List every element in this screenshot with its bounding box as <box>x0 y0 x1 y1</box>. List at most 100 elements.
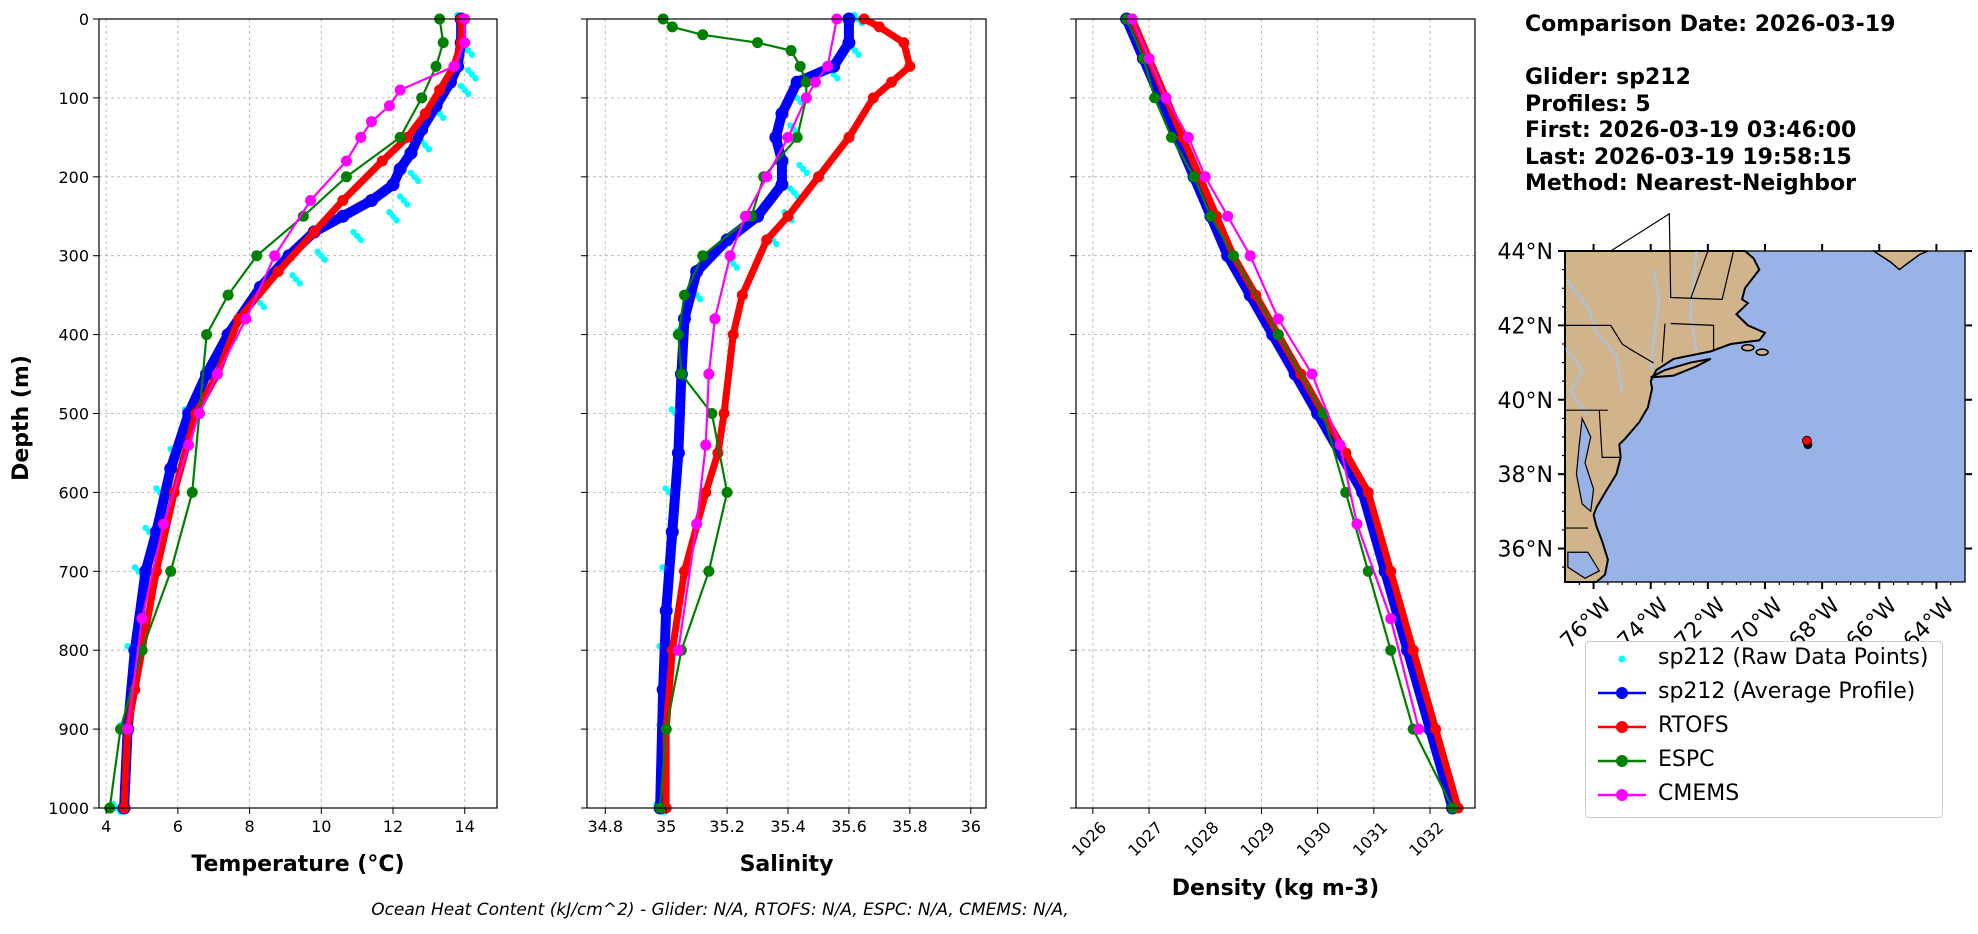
series-point-cmems <box>1182 131 1194 143</box>
raw-data-point <box>697 295 704 303</box>
series-point-espc <box>186 486 198 498</box>
location-map: 44°N42°N40°N38°N36°N76°W74°W72°W70°W68°W… <box>1498 212 1972 654</box>
map-state-border <box>1690 250 1709 299</box>
series-point-espc <box>678 289 690 301</box>
series-point-cmems <box>703 368 715 380</box>
x-tick-label: 1027 <box>1124 818 1166 860</box>
series-point-rtofs <box>1385 565 1397 577</box>
x-tick-label: 14 <box>455 817 475 836</box>
raw-data-point <box>468 51 476 58</box>
series-point-rtofs <box>376 155 388 167</box>
series-point-avg <box>393 162 407 176</box>
info-block: Comparison Date: 2026-03-19 Glider: sp21… <box>1525 12 1895 198</box>
series-point-cmems <box>782 131 794 143</box>
series-point-cmems <box>448 60 460 72</box>
series-point-rtofs <box>843 131 855 143</box>
legend-label-raw: sp212 (Raw Data Points) <box>1658 645 1929 670</box>
series-point-espc <box>251 250 263 262</box>
map-lat-label: 40°N <box>1498 389 1553 414</box>
y-tick-label: 100 <box>58 89 89 108</box>
last-time: Last: 2026-03-19 19:58:15 <box>1525 144 1852 170</box>
x-tick-label: 4 <box>101 817 111 836</box>
raw-data-point <box>440 114 447 121</box>
series-point-espc <box>706 408 718 419</box>
x-tick-label: 1031 <box>1349 818 1391 860</box>
series-point-cmems <box>1143 52 1155 64</box>
series-line-avg <box>655 14 854 813</box>
series-point-cmems <box>211 368 223 380</box>
series-point-avg <box>386 178 400 192</box>
series-point-espc <box>165 565 177 577</box>
series-point-espc <box>1188 171 1200 183</box>
series-point-rtofs <box>272 265 284 277</box>
series-line-espc <box>1125 17 1454 810</box>
y-tick-label: 1000 <box>48 799 89 818</box>
y-tick-label: 500 <box>58 405 89 424</box>
series-point-rtofs <box>782 210 794 222</box>
series-point-espc <box>721 486 733 498</box>
series-point-espc <box>703 565 715 577</box>
density-panel: 1026 1027 1028 1029 1030 1031 1032 Density (kg … <box>1068 12 1476 901</box>
map-river <box>1689 250 1698 352</box>
series-point-espc <box>794 60 806 72</box>
series-point-cmems <box>1413 723 1425 735</box>
series-point-espc <box>1340 486 1352 498</box>
raw-data-point <box>773 240 780 248</box>
series-point-rtofs <box>904 60 916 72</box>
series-point-cmems <box>193 408 205 419</box>
raw-data-point <box>393 217 400 224</box>
salinity-panel: 34.8 35 35.2 35.4 35.6 35.8 36 Salinity <box>581 11 987 877</box>
raw-data-point <box>357 236 364 244</box>
x-tick-label: 35.2 <box>709 817 745 836</box>
series-point-espc <box>697 250 709 262</box>
comparison-date: Comparison Date: 2026-03-19 <box>1525 12 1896 37</box>
x-tick-label: 1028 <box>1180 818 1222 860</box>
series-point-cmems <box>1385 613 1397 625</box>
x-tick-label: 12 <box>383 817 403 836</box>
map-lat-label: 44°N <box>1498 240 1553 265</box>
legend-label-rtofs: RTOFS <box>1658 713 1729 738</box>
series-point-cmems <box>1272 313 1284 325</box>
series-point-rtofs <box>898 37 910 49</box>
series-point-espc <box>1227 250 1239 262</box>
series-point-avg <box>365 193 379 207</box>
legend-label-avg: sp212 (Average Profile) <box>1658 679 1916 704</box>
series-line-espc <box>108 17 445 810</box>
series-point-rtofs <box>727 329 739 341</box>
glider-name: Glider: sp212 <box>1525 65 1691 90</box>
map-lat-label: 38°N <box>1498 463 1553 488</box>
map-state-border <box>1670 322 1715 352</box>
y-tick-label: 800 <box>58 641 89 660</box>
series-point-espc <box>1166 131 1178 143</box>
raw-data-point <box>834 75 841 82</box>
series-point-rtofs <box>434 84 446 96</box>
series-point-espc <box>1272 329 1284 341</box>
map-lat-label: 36°N <box>1498 538 1553 563</box>
ocean-heat-content-footer: Ocean Heat Content (kJ/cm^2) - Glider: N… <box>371 900 1069 920</box>
series-point-avg <box>775 107 789 121</box>
x-axis-label: Temperature (°C) <box>191 852 404 877</box>
x-tick-label: 34.8 <box>587 817 623 836</box>
series-point-rtofs <box>761 234 773 246</box>
series-point-avg <box>404 146 418 160</box>
raw-data-point <box>472 75 479 82</box>
series-point-avg <box>336 209 350 223</box>
raw-data-point <box>260 303 268 311</box>
series-point-rtofs <box>873 21 885 33</box>
x-tick-label: 6 <box>173 817 183 836</box>
temperature-panel: 4 6 8 10 12 14 0 100 200 300 400 500 600 700 800 900 100… <box>48 10 498 877</box>
y-tick-label: 0 <box>79 10 89 29</box>
map-river <box>1564 347 1589 416</box>
series-point-espc <box>785 45 797 57</box>
map-river <box>1649 269 1661 371</box>
legend-item-espc: ESPC <box>1586 744 1942 778</box>
series-point-avg <box>164 462 178 476</box>
x-tick-label: 35 <box>656 817 676 836</box>
map-island <box>1755 348 1769 356</box>
series-point-cmems <box>1351 518 1363 530</box>
series-point-cmems <box>1160 92 1172 104</box>
series-point-espc <box>340 171 352 183</box>
series-point-cmems <box>383 100 395 112</box>
series-point-avg <box>769 130 783 144</box>
info-spacer <box>1525 39 1895 66</box>
